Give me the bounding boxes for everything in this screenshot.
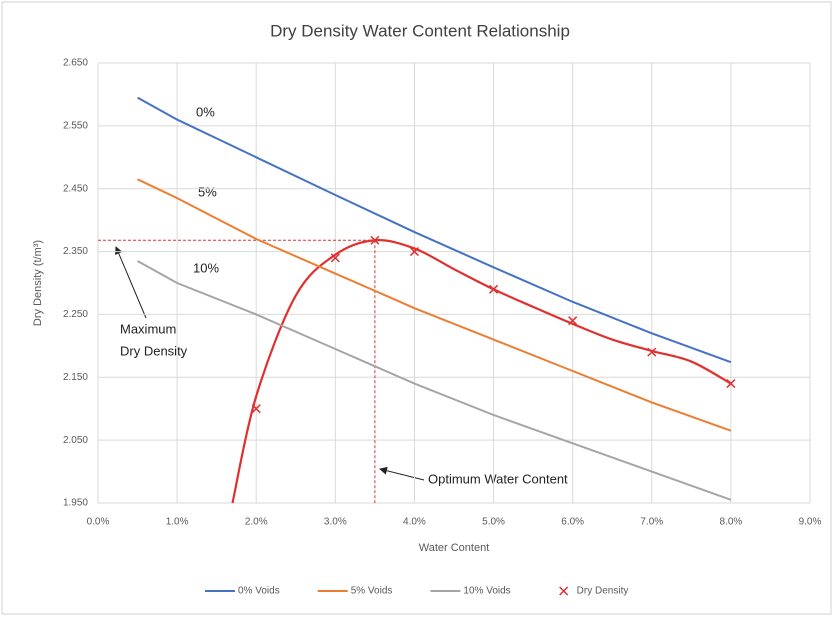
x-axis-title: Water Content bbox=[419, 542, 490, 554]
series-line bbox=[137, 260, 732, 501]
x-tick-label: 0.0% bbox=[87, 517, 110, 528]
marker-x bbox=[568, 316, 578, 326]
marker-x bbox=[251, 404, 261, 414]
marker-x bbox=[330, 253, 340, 263]
legend-marker bbox=[559, 586, 569, 596]
y-tick-label: 2.050 bbox=[63, 435, 88, 446]
data-point bbox=[330, 253, 340, 263]
data-point bbox=[647, 347, 657, 357]
data-point bbox=[251, 404, 261, 414]
data-point bbox=[409, 247, 419, 257]
legend-label: Dry Density bbox=[577, 586, 629, 597]
annotation-arrow bbox=[115, 246, 147, 319]
y-tick-label: 2.550 bbox=[63, 120, 88, 131]
x-tick-label: 5.0% bbox=[482, 517, 505, 528]
marker-x bbox=[489, 284, 499, 294]
y-tick-label: 2.150 bbox=[63, 372, 88, 383]
x-tick-label: 2.0% bbox=[245, 517, 268, 528]
annotation-arrow bbox=[379, 466, 425, 481]
x-tick-label: 7.0% bbox=[640, 517, 663, 528]
y-tick-label: 1.950 bbox=[63, 498, 88, 509]
annotation: Dry Density bbox=[120, 343, 188, 358]
x-tick-label: 4.0% bbox=[403, 517, 426, 528]
annotation: Optimum Water Content bbox=[428, 471, 568, 486]
marker-x bbox=[726, 379, 736, 389]
series-line bbox=[137, 96, 732, 364]
curve-label: 10% bbox=[193, 260, 219, 275]
y-tick-label: 2.350 bbox=[63, 246, 88, 257]
y-tick-label: 2.650 bbox=[63, 58, 88, 69]
legend-label: 0% Voids bbox=[238, 586, 280, 597]
x-tick-label: 8.0% bbox=[719, 517, 742, 528]
y-tick-label: 2.250 bbox=[63, 309, 88, 320]
data-point bbox=[568, 316, 578, 326]
x-tick-label: 9.0% bbox=[799, 517, 822, 528]
series-line bbox=[137, 178, 732, 432]
curve-label: 5% bbox=[198, 184, 217, 199]
x-tick-label: 6.0% bbox=[561, 517, 584, 528]
data-point bbox=[489, 284, 499, 294]
curve-label: 0% bbox=[196, 104, 215, 119]
data-point bbox=[370, 235, 380, 245]
x-tick-label: 3.0% bbox=[324, 517, 347, 528]
data-point bbox=[726, 379, 736, 389]
x-tick-label: 1.0% bbox=[166, 517, 189, 528]
y-tick-label: 2.450 bbox=[63, 183, 88, 194]
fit-curve bbox=[231, 239, 732, 504]
y-axis-title: Dry Density (t/m³) bbox=[32, 240, 44, 326]
chart-title: Dry Density Water Content Relationship bbox=[270, 21, 570, 40]
marker-x bbox=[409, 247, 419, 257]
marker-x bbox=[647, 347, 657, 357]
marker-x bbox=[370, 235, 380, 245]
legend-label: 5% Voids bbox=[351, 586, 393, 597]
legend-label: 10% Voids bbox=[463, 586, 510, 597]
annotation: Maximum bbox=[120, 321, 176, 336]
